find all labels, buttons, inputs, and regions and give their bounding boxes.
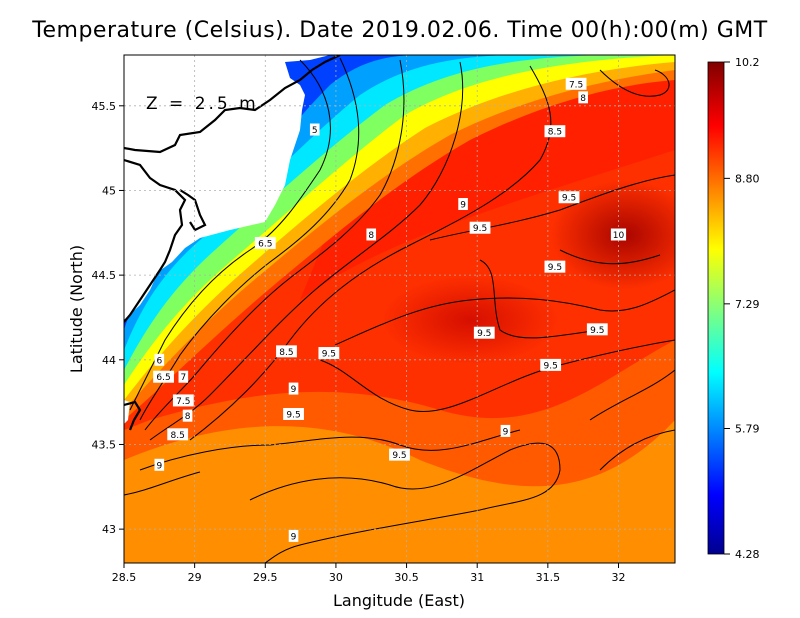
x-tick-label: 29 (188, 571, 202, 584)
svg-text:9.5: 9.5 (286, 410, 300, 420)
svg-text:8: 8 (368, 231, 374, 241)
svg-text:7: 7 (180, 373, 186, 383)
y-tick-label: 43.5 (92, 438, 117, 451)
contour-label: 8.5 (544, 125, 566, 138)
svg-text:9: 9 (291, 532, 297, 542)
coastline (124, 55, 341, 431)
temperature-field (124, 55, 675, 563)
x-tick-label: 30 (329, 571, 343, 584)
plot-frame (123, 54, 676, 564)
contour-label: 7 (178, 370, 189, 383)
svg-text:8.5: 8.5 (548, 128, 562, 138)
contour-label: 9.5 (389, 448, 410, 461)
svg-text:9.5: 9.5 (590, 326, 604, 336)
contour-label: 9 (288, 529, 299, 542)
y-axis-ticks: 43 43.5 44 44.5 45 45.5 (92, 100, 124, 536)
y-tick-label: 44 (102, 354, 116, 367)
contour-label: 9.5 (544, 260, 566, 273)
x-tick-label: 29.5 (253, 571, 278, 584)
svg-text:9.5: 9.5 (392, 451, 406, 461)
svg-text:6: 6 (156, 356, 162, 366)
svg-text:10: 10 (613, 231, 625, 241)
contour-label: 8.5 (276, 345, 297, 358)
svg-text:5: 5 (312, 126, 318, 136)
contour-label: 9 (288, 382, 299, 395)
contour-label: 8.5 (167, 428, 189, 441)
colorbar-tick-label: 5.79 (735, 423, 760, 436)
chart-title: Temperature (Celsius). Date 2019.02.06. … (32, 18, 768, 43)
y-tick-label: 43 (102, 523, 116, 536)
svg-text:7.5: 7.5 (176, 397, 190, 407)
svg-text:9.5: 9.5 (548, 263, 562, 273)
colorbar-ticks: 10.2 8.80 7.29 5.79 4.28 (724, 56, 760, 561)
svg-text:8.5: 8.5 (279, 348, 293, 358)
x-tick-label: 31.5 (536, 571, 561, 584)
svg-text:9: 9 (460, 201, 466, 211)
contour-label: 9.5 (283, 407, 304, 420)
svg-text:6.5: 6.5 (156, 373, 170, 383)
contour-label: 8 (182, 409, 193, 422)
svg-text:9.5: 9.5 (322, 350, 336, 360)
svg-text:9.5: 9.5 (562, 194, 576, 204)
contour-label: 9.5 (318, 347, 340, 360)
grid-lines (124, 55, 675, 563)
contour-label: 9.5 (586, 323, 608, 336)
y-tick-label: 45.5 (92, 100, 117, 113)
svg-text:8: 8 (185, 412, 191, 422)
colorbar-tick-label: 10.2 (735, 56, 760, 69)
colorbar-tick-label: 4.28 (735, 548, 760, 561)
contour-label: 9.5 (540, 358, 562, 371)
contour-label: 7.5 (565, 77, 587, 90)
svg-text:8: 8 (580, 94, 586, 104)
contour-label: 9 (458, 198, 468, 211)
contour-label: 9.5 (469, 221, 491, 234)
svg-text:9.5: 9.5 (544, 361, 558, 371)
svg-text:9.5: 9.5 (477, 329, 491, 339)
svg-text:7.5: 7.5 (569, 80, 583, 90)
contour-label: 8 (366, 228, 377, 241)
contour-label: 6.5 (254, 236, 276, 249)
contour-label: 9 (154, 458, 165, 471)
contour-label: 7.5 (172, 394, 194, 407)
contour-label: 9.5 (558, 191, 580, 204)
x-axis-ticks: 28.5 29 29.5 30 30.5 31 31.5 32 (112, 563, 625, 584)
svg-text:8.5: 8.5 (171, 431, 185, 441)
contour-label: 6.5 (153, 370, 174, 383)
y-tick-label: 44.5 (92, 269, 117, 282)
contour-label: 6 (154, 353, 165, 366)
y-axis-label: Latitude (North) (67, 245, 86, 373)
contour-label: 8 (578, 91, 588, 104)
x-tick-label: 28.5 (112, 571, 137, 584)
contour-label: 9.5 (473, 326, 495, 339)
x-axis-label: Langitude (East) (333, 591, 465, 610)
contour-label: 5 (309, 123, 320, 136)
depth-label: Z = 2.5 m (146, 94, 259, 114)
colorbar (707, 61, 725, 555)
colorbar-tick-label: 8.80 (735, 172, 760, 185)
x-tick-label: 32 (611, 571, 625, 584)
contour-label: 10 (610, 228, 627, 241)
x-tick-label: 31 (470, 571, 484, 584)
contour-label: 9 (500, 424, 511, 437)
svg-text:9: 9 (503, 427, 509, 437)
colorbar-tick-label: 7.29 (735, 298, 760, 311)
x-tick-label: 30.5 (394, 571, 419, 584)
svg-text:6.5: 6.5 (258, 239, 272, 249)
svg-text:9: 9 (156, 461, 162, 471)
y-tick-label: 45 (102, 184, 116, 197)
svg-text:9.5: 9.5 (473, 224, 487, 234)
svg-text:9: 9 (291, 385, 297, 395)
